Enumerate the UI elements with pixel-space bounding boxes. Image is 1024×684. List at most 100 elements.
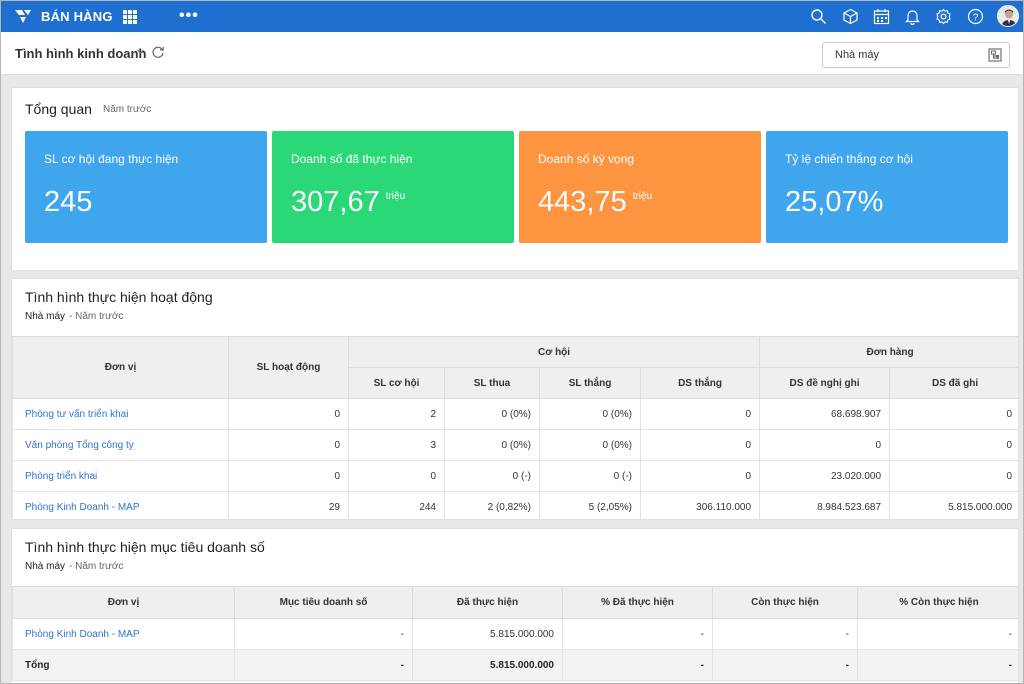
col-header-ds-recorded[interactable]: DS đã ghi — [889, 367, 1018, 399]
kpi-label: Doanh số kỳ vọng — [538, 152, 635, 166]
cell: 0 — [639, 460, 761, 492]
svg-text:?: ? — [973, 12, 979, 23]
kpi-card-opportunities[interactable]: SL cơ hội đang thực hiện 245 — [25, 131, 267, 243]
col-header-opp-count[interactable]: SL cơ hội — [348, 367, 445, 399]
col-header-unit[interactable]: Đơn vị — [12, 336, 229, 399]
table-row: Phòng tư vấn triển khai 0 2 0 (0%) 0 (0%… — [12, 398, 1018, 430]
cell: 244 — [348, 491, 445, 519]
cell: 0 (-) — [539, 460, 641, 492]
unit-select[interactable]: Nhà máy — [822, 42, 1010, 68]
cell: 0 — [639, 429, 761, 461]
unit-link[interactable]: Phòng triển khai — [12, 460, 229, 492]
kpi-unit: triệu — [632, 191, 653, 202]
cell: 2 — [348, 398, 445, 430]
cell: 0 (0%) — [444, 398, 540, 430]
cell: 0 (0%) — [539, 429, 641, 461]
col-header-lost[interactable]: SL thua — [444, 367, 540, 399]
overview-period: Năm trước — [103, 104, 152, 115]
unit-link[interactable]: Văn phòng Tổng công ty — [12, 429, 229, 461]
cell: 0 — [639, 398, 761, 430]
gear-icon[interactable] — [935, 8, 952, 25]
calendar-icon[interactable] — [873, 8, 890, 25]
app-logo-icon[interactable] — [13, 6, 33, 26]
col-header-target[interactable]: Mục tiêu doanh số — [234, 586, 413, 619]
cell: 68.698.907 — [759, 398, 891, 430]
kpi-card-win-rate[interactable]: Tỷ lệ chiến thắng cơ hội 25,07% — [766, 131, 1008, 243]
cell: - — [857, 618, 1018, 650]
col-header-won[interactable]: SL thắng — [539, 367, 641, 399]
cell: 5 (2,05%) — [539, 491, 641, 519]
col-header-activities[interactable]: SL hoạt động — [228, 336, 349, 399]
cell: 23.020.000 — [759, 460, 891, 492]
kpi-label: Doanh số đã thực hiện — [291, 152, 413, 166]
kpi-value: 307,67 triệu — [291, 186, 406, 218]
col-header-done-pct[interactable]: % Đã thực hiện — [562, 586, 713, 619]
cell: 5.815.000.000 — [889, 491, 1018, 519]
kpi-value: 443,75 triệu — [538, 186, 653, 218]
cell: 0 — [228, 460, 349, 492]
cell: 0 — [228, 429, 349, 461]
col-header-ds-won[interactable]: DS thắng — [639, 367, 761, 399]
help-icon[interactable]: ? — [967, 8, 984, 25]
table-row: Văn phòng Tổng công ty 0 3 0 (0%) 0 (0%)… — [12, 429, 1018, 461]
activity-filter: Nhà máy - Năm trước — [25, 311, 124, 322]
cell: 0 (0%) — [539, 398, 641, 430]
overview-panel: Tổng quan Năm trước SL cơ hội đang thực … — [11, 87, 1019, 271]
search-icon[interactable] — [810, 8, 827, 25]
cell: 0 — [348, 460, 445, 492]
unit-link[interactable]: Phòng tư vấn triển khai — [12, 398, 229, 430]
bell-icon[interactable] — [904, 8, 921, 25]
unit-link[interactable]: Phòng Kinh Doanh - MAP — [12, 491, 229, 519]
org-tree-icon[interactable] — [988, 48, 1002, 62]
cell: 8.984.523.687 — [759, 491, 891, 519]
cell: 3 — [348, 429, 445, 461]
kpi-card-revenue-done[interactable]: Doanh số đã thực hiện 307,67 triệu — [272, 131, 514, 243]
col-group-order: Đơn hàng — [759, 336, 1018, 368]
unit-select-value: Nhà máy — [835, 49, 880, 61]
cell: 29 — [228, 491, 349, 519]
table-row: Phòng Kinh Doanh - MAP - 5.815.000.000 -… — [12, 618, 1018, 650]
app-title[interactable]: BÁN HÀNG — [41, 9, 113, 24]
target-panel: Tình hình thực hiện mục tiêu doanh số Nh… — [11, 528, 1019, 683]
col-header-remaining[interactable]: Còn thực hiện — [712, 586, 858, 619]
col-header-remaining-pct[interactable]: % Còn thực hiện — [857, 586, 1018, 619]
package-icon[interactable] — [842, 8, 859, 25]
kpi-value: 245 — [44, 186, 93, 218]
cell: 5.815.000.000 — [412, 649, 563, 681]
cell: - — [234, 649, 413, 681]
cell: - — [712, 649, 858, 681]
cell: - — [857, 649, 1018, 681]
cell: 0 (0%) — [444, 429, 540, 461]
user-avatar[interactable] — [997, 5, 1019, 27]
activity-panel: Tình hình thực hiện hoạt động Nhà máy - N… — [11, 278, 1019, 520]
kpi-card-revenue-expected[interactable]: Doanh số kỳ vọng 443,75 triệu — [519, 131, 761, 243]
table-row: Phòng triển khai 0 0 0 (-) 0 (-) 0 23.02… — [12, 460, 1018, 492]
table-row: Phòng Kinh Doanh - MAP 29 244 2 (0,82%) … — [12, 491, 1018, 519]
cell: 306.110.000 — [639, 491, 761, 519]
cell: 0 — [889, 429, 1018, 461]
cell: 0 (-) — [444, 460, 540, 492]
kpi-value: 25,07% — [785, 186, 884, 218]
cell: 5.815.000.000 — [412, 618, 563, 650]
cell: 0 — [889, 398, 1018, 430]
page-title[interactable]: Tình hình kinh doanh — [15, 46, 147, 61]
cell: 0 — [759, 429, 891, 461]
apps-grid-icon[interactable] — [123, 10, 137, 24]
col-header-ds-proposed[interactable]: DS đề nghị ghi — [759, 367, 891, 399]
cell: - — [562, 649, 713, 681]
table-total-row: Tổng - 5.815.000.000 - - - — [12, 649, 1018, 681]
cell: 0 — [228, 398, 349, 430]
kpi-label: SL cơ hội đang thực hiện — [44, 152, 179, 166]
refresh-icon[interactable] — [151, 45, 165, 59]
more-icon[interactable]: ••• — [179, 7, 199, 24]
unit-link[interactable]: Phòng Kinh Doanh - MAP — [12, 618, 235, 650]
chevron-down-icon[interactable] — [136, 47, 145, 56]
kpi-unit: triệu — [385, 191, 406, 202]
kpi-label: Tỷ lệ chiến thắng cơ hội — [785, 152, 913, 166]
col-header-unit[interactable]: Đơn vị — [12, 586, 235, 619]
activity-table: Đơn vị SL hoạt động Cơ hội Đơn hàng SL c… — [12, 336, 1018, 519]
col-header-done[interactable]: Đã thực hiện — [412, 586, 563, 619]
target-table: Đơn vị Mục tiêu doanh số Đã thực hiện % … — [12, 586, 1018, 681]
cell: 2 (0,82%) — [444, 491, 540, 519]
